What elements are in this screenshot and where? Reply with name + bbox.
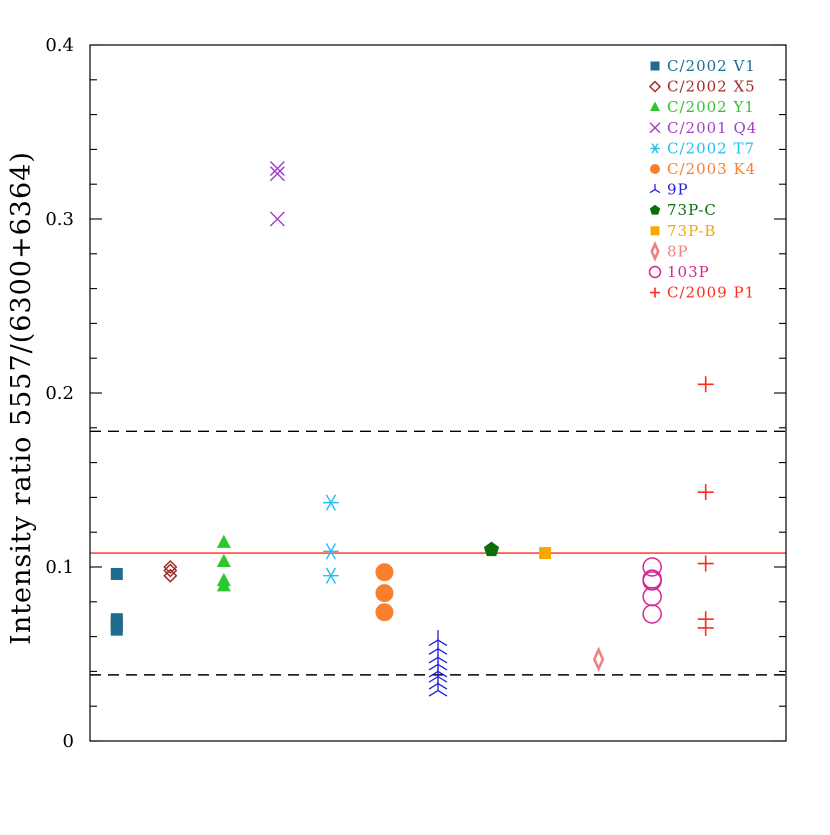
legend-marker-c-2002-t7 [650,143,660,154]
legend-label-c-2003-k4: C/2003 K4 [667,160,756,178]
data-point-c-2002-t7 [323,494,339,511]
data-point-9p [428,630,448,647]
legend-marker-c-2003-k4 [650,164,660,174]
data-point-c-2002-x5 [163,568,178,583]
data-point-c-2003-k4 [375,584,394,603]
data-point-c-2003-k4 [375,603,394,622]
data-point-103p [642,604,662,624]
data-point-9p [428,638,448,655]
data-point-c-2002-y1 [216,534,231,548]
axis-ticks [90,44,786,742]
data-point-c-2009-p1 [697,619,714,636]
legend-label-c-2001-q4: C/2001 Q4 [667,119,757,137]
legend-label-73p-b: 73P-B [667,222,716,240]
legend-marker-103p [648,265,662,279]
data-point-c-2002-v1 [110,623,123,636]
legend-marker-c-2002-x5 [648,80,662,93]
legend-marker-9p [649,184,661,194]
legend-label-c-2009-p1: C/2009 P1 [667,284,755,302]
data-point-c-2002-y1 [216,553,231,568]
data-point-c-2002-y1 [216,578,231,592]
legend-marker-c-2001-q4 [649,122,661,134]
legend: C/2002 V1 C/2002 X5 C/2002 Y1 C/2001 Q4 C/20… [648,57,757,302]
data-point-73p-c [483,541,500,557]
data-point-c-2002-t7 [323,567,339,584]
y-tick-labels: 0 0.1 0.2 0.3 0.4 [45,35,74,752]
y-tick-label: 0.2 [45,383,74,404]
data-point-c-2002-x5 [163,563,178,578]
legend-label-c-2002-y1: C/2002 Y1 [667,98,755,116]
y-tick-label: 0.3 [45,209,74,230]
data-point-c-2002-x5 [163,559,178,575]
data-point-103p [642,557,662,577]
legend-label-c-2002-t7: C/2002 T7 [667,139,755,157]
legend-marker-c-2002-y1 [650,101,660,111]
y-tick-label: 0 [63,731,74,752]
data-point-c-2002-v1 [110,567,123,580]
data-point-c-2002-t7 [323,543,339,560]
legend-label-c-2002-v1: C/2002 V1 [667,57,756,75]
data-point-c-2009-p1 [697,484,714,501]
legend-marker-73p-b [650,226,660,236]
data-point-c-2009-p1 [697,555,714,572]
data-point-c-2003-k4 [375,563,394,582]
legend-marker-c-2002-v1 [650,61,660,71]
legend-label-9p: 9P [667,181,689,199]
data-point-c-2001-q4 [269,161,285,177]
legend-marker-c-2009-p1 [650,287,660,298]
plot-frame [89,44,787,742]
y-tick-label: 0.1 [45,557,74,578]
data-point-103p [642,571,662,591]
legend-label-73p-c: 73P-C [667,201,717,219]
legend-label-c-2002-x5: C/2002 X5 [667,78,756,96]
y-tick-label: 0.4 [45,35,74,56]
data-markers [110,161,714,697]
legend-label-103p: 103P [667,263,710,281]
y-axis-label: Intensity ratio 5557/(6300+6364) [6,151,37,645]
data-point-103p [642,569,662,589]
data-point-c-2001-q4 [269,211,285,227]
legend-marker-73p-c [649,204,661,215]
legend-marker-8p [650,240,660,262]
data-point-73p-b [539,547,552,560]
data-point-9p [428,680,448,697]
data-point-8p [592,646,605,672]
legend-label-8p: 8P [667,242,689,260]
data-point-c-2009-p1 [697,376,714,393]
data-point-c-2001-q4 [269,166,285,182]
